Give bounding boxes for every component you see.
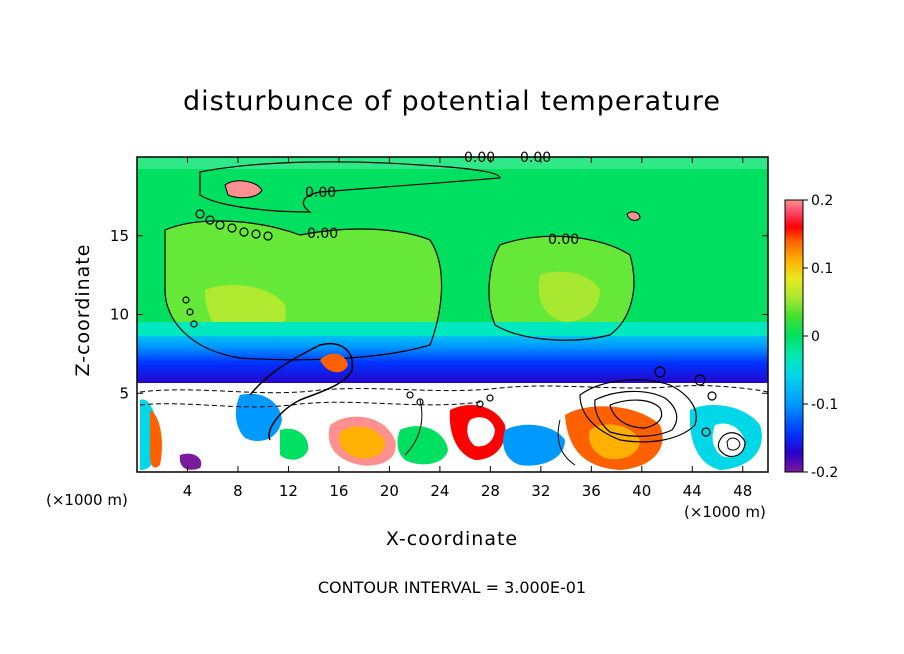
contour-dashed-2 [139,401,481,408]
colorbar-tick-label: 0.2 [811,193,833,209]
x-tick-label: 20 [380,482,399,500]
anomaly-15 [179,453,202,470]
x-axis-label: X-coordinate [385,528,519,550]
contour-label: 0.00 [305,185,336,201]
contour-zero-top [199,161,501,213]
contour-lower-2 [557,419,576,466]
contour-label-layer: 0.00 0.00 0.00 0.00 0.00 [305,150,579,248]
x-unit-label: (×1000 m) [46,491,128,509]
x-tick-label: 36 [582,482,601,500]
field-blue-band [137,330,768,385]
contour-eddy-right [717,432,746,458]
z-axis-label-text: Z-coordinate [72,243,94,377]
field-cyan-band [137,322,768,336]
z-axis-label: Z-coordinate [72,244,94,377]
contour-zero-right [488,235,635,341]
x-tick-label: 12 [279,482,298,500]
field-top-band [137,157,768,169]
field-bulge-right-core [538,271,600,322]
anomaly-2 [150,410,162,468]
spot-mid [320,353,348,373]
anomaly-4 [339,426,385,459]
contour-cluster-right-3 [609,399,663,429]
x-tick-label: 44 [683,482,702,500]
colorbar-tick-label: 0 [811,329,820,345]
contour-cluster-right-2 [594,390,678,437]
contour-label: 0.00 [520,150,551,166]
contour-eddy-right-inner [726,437,741,451]
anomaly-5 [397,426,448,465]
x-tick-label: 24 [430,482,449,500]
anomaly-10 [589,424,640,460]
contour-cluster-right-1 [579,379,697,443]
x-tick-label: 16 [329,482,348,500]
x-tick-label: 4 [183,482,193,500]
contour-chain-upper [182,209,273,328]
contour-cluster-left [249,343,354,441]
contour-zero-left [164,220,443,361]
contour-label: 0.00 [464,150,495,166]
z-tick-label: 5 [119,384,129,402]
contour-dashed-1 [139,385,768,394]
contour-label: 0.00 [548,232,579,248]
chart-title: disturbunce of potential temperature [183,86,721,117]
x-tick-label: 8 [233,482,243,500]
z-unit-label: (×1000 m) [684,503,766,521]
colorbar-tick-label: -0.2 [811,465,838,481]
colorbar-axis: 0.2 0.1 0 -0.1 -0.2 [803,193,838,481]
x-axis: 4 8 12 16 20 24 28 32 36 40 44 48 [183,157,752,500]
x-tick-label: 48 [733,482,752,500]
x-tick-label: 28 [481,482,500,500]
colorbar [784,199,804,473]
z-tick-label: 15 [110,227,129,245]
colorbar-tick-label: 0.1 [811,261,833,277]
contour-label: 0.00 [307,226,338,242]
x-tick-label: 40 [632,482,651,500]
contour-chain-lower [406,366,717,437]
spot-upper-right [626,211,641,221]
z-tick-label: 10 [110,306,129,324]
z-axis: 5 10 15 [110,227,768,402]
anomaly-8 [503,424,565,466]
x-tick-label: 32 [531,482,550,500]
colorbar-tick-label: -0.1 [811,397,838,413]
spot-upper-left [224,180,263,199]
anomaly-7 [467,417,495,447]
field-layer [137,157,768,472]
anomaly-14 [280,428,309,460]
contour-interval-note: CONTOUR INTERVAL = 3.000E-01 [317,578,587,597]
